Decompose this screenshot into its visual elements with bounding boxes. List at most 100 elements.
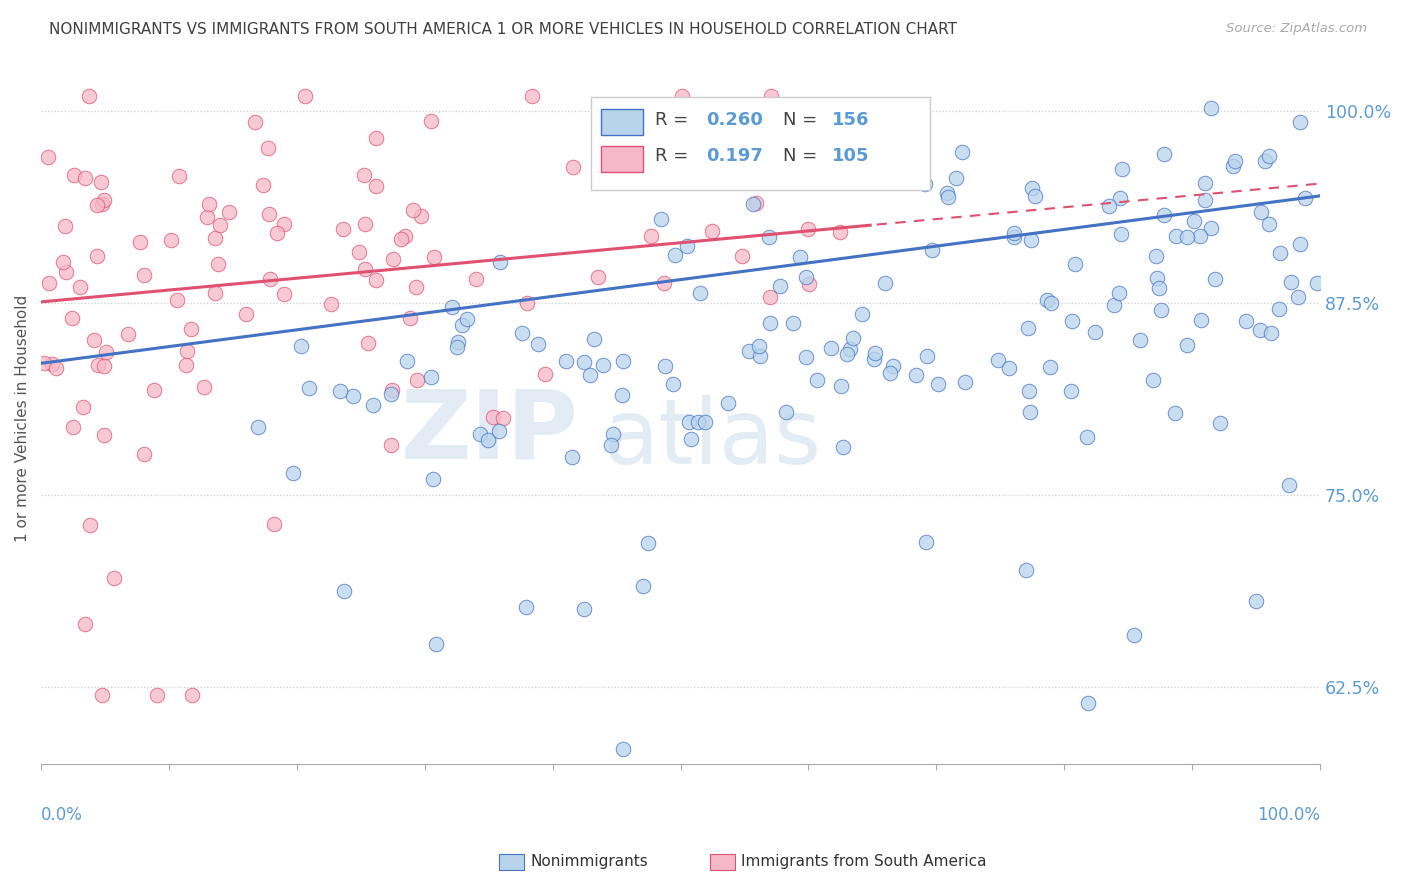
Point (83, 333, 105, 347)
Point (290, 339, 312, 353)
Point (464, 272, 486, 286)
Point (1002, 226, 1025, 240)
Point (652, 277, 675, 291)
Point (180, 688, 202, 702)
Point (841, 331, 863, 345)
Point (1123, 628, 1146, 642)
Point (1260, 326, 1282, 340)
Point (354, 217, 377, 231)
Point (73, 171, 96, 186)
Point (1250, 204, 1272, 219)
Point (986, 353, 1008, 368)
Point (132, 447, 155, 461)
Point (851, 307, 873, 321)
Point (914, 177, 936, 191)
Point (1277, 477, 1299, 491)
Point (637, 535, 659, 549)
Point (399, 311, 422, 326)
Point (94, 345, 117, 359)
Point (1294, 191, 1316, 205)
Point (354, 262, 377, 277)
Point (468, 426, 491, 441)
Point (650, 211, 672, 226)
Point (90, 197, 112, 211)
Point (60, 310, 83, 325)
Point (257, 141, 280, 155)
Point (143, 383, 166, 397)
Point (37, 151, 59, 165)
Point (510, 326, 533, 341)
Point (176, 343, 198, 358)
Point (927, 377, 949, 392)
Point (681, 433, 703, 447)
Point (62, 168, 84, 182)
Point (782, 316, 804, 330)
Point (93, 359, 115, 373)
Point (742, 197, 765, 211)
Point (801, 123, 824, 137)
Point (41, 357, 63, 371)
Point (45, 361, 67, 376)
Point (859, 116, 882, 130)
Point (583, 332, 606, 346)
Point (441, 301, 464, 315)
Point (1153, 147, 1175, 161)
Point (1109, 191, 1132, 205)
Point (1188, 228, 1211, 243)
Point (935, 186, 957, 200)
Point (1288, 114, 1310, 128)
Point (1279, 276, 1302, 290)
Text: 105: 105 (831, 147, 869, 165)
Point (1040, 295, 1063, 310)
Point (515, 599, 537, 614)
Point (700, 224, 723, 238)
Point (419, 370, 441, 384)
Point (921, 244, 943, 258)
Point (1142, 373, 1164, 387)
Text: 0.260: 0.260 (706, 111, 763, 129)
Point (1098, 199, 1121, 213)
Point (55, 265, 77, 279)
Text: Nonimmigrants: Nonimmigrants (530, 855, 648, 869)
Point (420, 113, 443, 128)
Point (1199, 220, 1222, 235)
Point (533, 367, 555, 381)
Point (936, 190, 959, 204)
Point (176, 359, 198, 373)
Text: NONIMMIGRANTS VS IMMIGRANTS FROM SOUTH AMERICA 1 OR MORE VEHICLES IN HOUSEHOLD C: NONIMMIGRANTS VS IMMIGRANTS FROM SOUTH A… (49, 22, 957, 37)
Point (77, 89, 100, 103)
Point (1109, 227, 1132, 242)
Point (775, 405, 797, 419)
Text: 0.197: 0.197 (706, 147, 763, 165)
Point (875, 277, 897, 291)
Point (208, 218, 231, 232)
Text: Immigrants from South America: Immigrants from South America (741, 855, 987, 869)
Point (1104, 298, 1126, 312)
Point (193, 380, 215, 394)
Point (1129, 334, 1152, 348)
Point (799, 277, 821, 292)
Point (394, 228, 416, 243)
Point (1244, 593, 1267, 607)
Point (396, 353, 419, 368)
Point (1204, 272, 1226, 286)
Point (1236, 314, 1258, 328)
Point (1021, 181, 1043, 195)
Point (1268, 246, 1291, 260)
Point (207, 257, 229, 271)
Point (915, 534, 938, 549)
Point (332, 222, 354, 236)
Point (662, 376, 685, 391)
Point (882, 359, 904, 373)
Point (366, 130, 388, 145)
Point (1144, 249, 1167, 263)
Point (794, 269, 817, 284)
Point (32, 356, 55, 370)
Point (631, 579, 654, 593)
Point (758, 290, 780, 304)
Point (389, 232, 412, 246)
Point (353, 168, 375, 182)
Point (298, 382, 321, 396)
Point (246, 419, 269, 434)
Point (1063, 257, 1085, 271)
